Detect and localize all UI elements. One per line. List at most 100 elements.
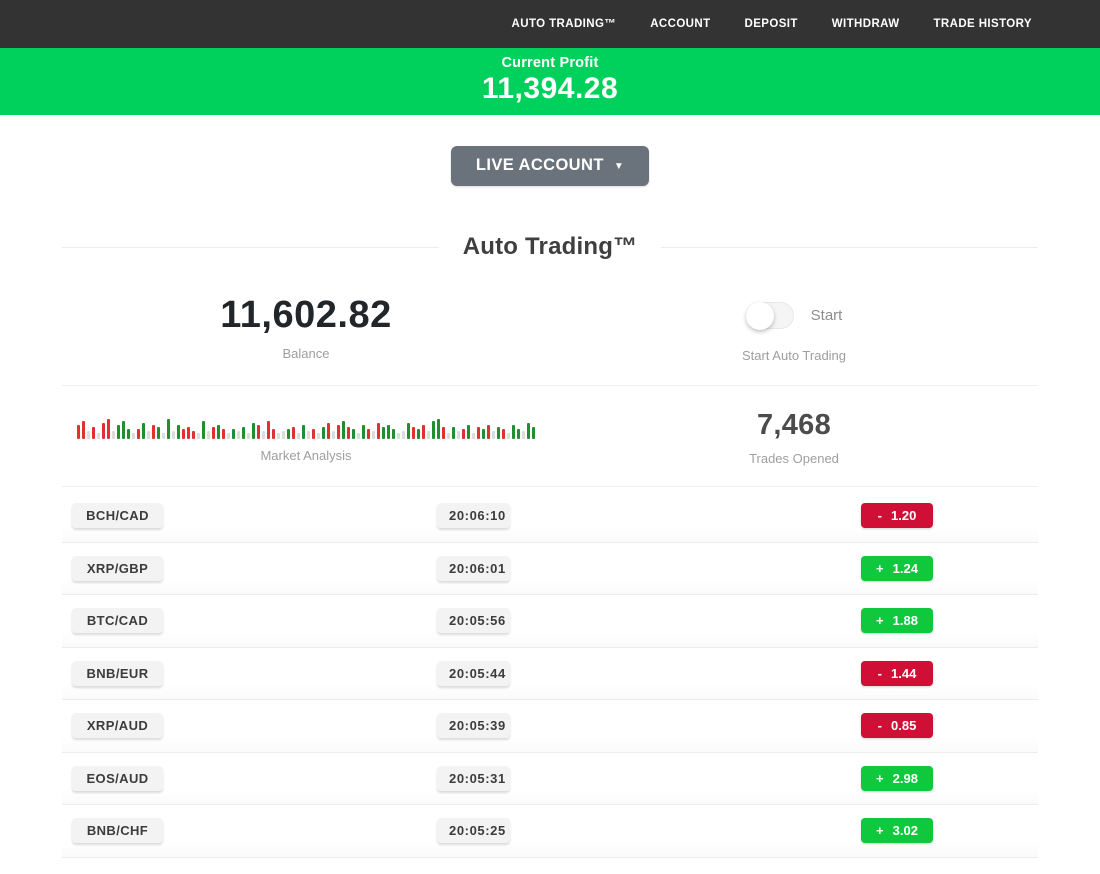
market-bar bbox=[507, 432, 510, 439]
market-bar bbox=[322, 426, 325, 439]
market-bar bbox=[202, 420, 205, 439]
market-bar bbox=[442, 426, 445, 439]
trades-list: BCH/CAD 20:06:10-1.20 XRP/GBP 20:06:01 +1.24… bbox=[62, 490, 1038, 858]
market-bar bbox=[367, 428, 370, 439]
market-bar bbox=[222, 428, 225, 439]
market-bar bbox=[252, 422, 255, 439]
market-bar bbox=[142, 422, 145, 439]
pair-badge: BCH/CAD bbox=[72, 503, 163, 529]
nav-item-account[interactable]: ACCOUNT bbox=[650, 18, 711, 30]
market-analysis-stat: Market Analysis bbox=[62, 413, 550, 463]
market-bar bbox=[102, 422, 105, 439]
market-bar bbox=[257, 424, 260, 439]
market-bar bbox=[397, 432, 400, 439]
market-bar bbox=[177, 424, 180, 439]
market-bar bbox=[357, 432, 360, 439]
nav-item-withdraw[interactable]: WITHDRAW bbox=[831, 18, 900, 30]
market-bar bbox=[427, 430, 430, 439]
trade-row: BCH/CAD 20:06:10 -1.20 bbox=[62, 490, 1038, 543]
heading-rule-right bbox=[661, 246, 1038, 248]
market-bar bbox=[217, 424, 220, 439]
auto-trading-caption: Start Auto Trading bbox=[741, 348, 847, 363]
trade-time: 20:05:56 bbox=[437, 608, 510, 634]
market-bar bbox=[137, 428, 140, 439]
market-bar bbox=[417, 428, 420, 439]
section-heading: Auto Trading™ bbox=[62, 233, 1038, 261]
current-profit-value: 11,394.28 bbox=[481, 72, 619, 105]
market-bar bbox=[512, 424, 515, 439]
toggle-label: Start bbox=[810, 306, 843, 324]
trade-result-badge: -0.85 bbox=[861, 713, 933, 739]
market-bar bbox=[267, 420, 270, 439]
market-bar bbox=[97, 432, 100, 439]
market-bar bbox=[187, 426, 190, 439]
trade-result-sign: + bbox=[876, 613, 884, 629]
auto-trading-stat: Start Start Auto Trading bbox=[550, 291, 1038, 363]
market-bar bbox=[122, 420, 125, 439]
balance-stat: 11,602.82 Balance bbox=[62, 294, 550, 361]
pair-badge: XRP/AUD bbox=[72, 713, 163, 739]
market-bar bbox=[292, 426, 295, 439]
market-bar bbox=[172, 430, 175, 439]
market-bar bbox=[287, 428, 290, 439]
trade-result-sign: - bbox=[877, 508, 883, 524]
market-bar bbox=[237, 430, 240, 439]
live-account-dropdown-button[interactable]: LIVE ACCOUNT ▼ bbox=[450, 146, 650, 186]
market-bar bbox=[87, 430, 90, 439]
market-bar bbox=[522, 430, 525, 439]
market-bar bbox=[302, 424, 305, 439]
market-bar bbox=[277, 432, 280, 439]
market-bar bbox=[372, 430, 375, 439]
nav-item-trade-history[interactable]: TRADE HISTORY bbox=[933, 18, 1032, 30]
market-bar bbox=[212, 426, 215, 439]
trade-result-badge: -1.20 bbox=[861, 503, 933, 529]
trade-time: 20:05:44 bbox=[437, 660, 510, 686]
market-bar bbox=[502, 428, 505, 439]
trade-time: 20:05:39 bbox=[437, 713, 510, 739]
trade-time: 20:05:31 bbox=[437, 765, 510, 791]
top-navigation: AUTO TRADING™ ACCOUNT DEPOSIT WITHDRAW T… bbox=[0, 0, 1100, 48]
trades-opened-stat: 7,468 Trades Opened bbox=[550, 409, 1038, 466]
market-bar bbox=[272, 428, 275, 439]
balance-value: 11,602.82 bbox=[220, 293, 392, 336]
market-bar bbox=[327, 422, 330, 439]
trade-result-badge: +3.02 bbox=[861, 818, 933, 844]
trade-row: BTC/CAD 20:05:56 +1.88 bbox=[62, 595, 1038, 648]
trade-result-badge: -1.44 bbox=[861, 660, 933, 686]
market-bar bbox=[197, 432, 200, 439]
market-bar bbox=[297, 432, 300, 439]
market-bar bbox=[477, 426, 480, 439]
nav-item-deposit[interactable]: DEPOSIT bbox=[744, 18, 798, 30]
market-bar bbox=[92, 426, 95, 439]
nav-item-auto-trading[interactable]: AUTO TRADING™ bbox=[511, 18, 617, 30]
pair-badge: BNB/EUR bbox=[72, 660, 163, 686]
trade-time: 20:06:01 bbox=[437, 555, 510, 581]
market-bar bbox=[482, 428, 485, 439]
market-bar bbox=[242, 426, 245, 439]
trade-row: BNB/EUR 20:05:44 -1.44 bbox=[62, 647, 1038, 700]
pair-badge: BNB/CHF bbox=[72, 818, 163, 844]
market-bar bbox=[312, 428, 315, 439]
market-bar bbox=[457, 430, 460, 439]
trade-result-value: 0.85 bbox=[891, 718, 917, 734]
pair-badge: XRP/GBP bbox=[72, 555, 163, 581]
trade-result-value: 1.44 bbox=[891, 665, 917, 681]
market-bar bbox=[207, 430, 210, 439]
market-bar bbox=[452, 426, 455, 439]
market-bar bbox=[487, 424, 490, 439]
trade-result-value: 2.98 bbox=[892, 770, 918, 786]
trade-result-value: 1.20 bbox=[891, 508, 917, 524]
current-profit-label: Current Profit bbox=[501, 55, 599, 71]
start-auto-trading-toggle[interactable] bbox=[745, 301, 794, 330]
market-bar bbox=[492, 430, 495, 439]
stats-row-balance: 11,602.82 Balance Start Start Auto Tradi… bbox=[62, 261, 1038, 385]
market-bar bbox=[392, 428, 395, 439]
live-account-label: LIVE ACCOUNT bbox=[475, 156, 604, 174]
trade-time: 20:06:10 bbox=[437, 503, 510, 529]
trade-row: BNB/CHF 20:05:25 +3.02 bbox=[62, 805, 1038, 858]
market-analysis-caption: Market Analysis bbox=[260, 447, 352, 463]
trades-opened-value: 7,468 bbox=[756, 409, 832, 441]
market-bar bbox=[127, 428, 130, 439]
trade-result-badge: +2.98 bbox=[861, 765, 933, 791]
market-bar bbox=[377, 422, 380, 439]
